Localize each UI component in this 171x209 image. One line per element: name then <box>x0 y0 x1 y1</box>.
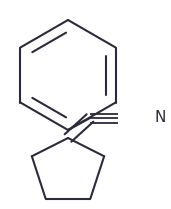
Text: N: N <box>155 111 166 125</box>
